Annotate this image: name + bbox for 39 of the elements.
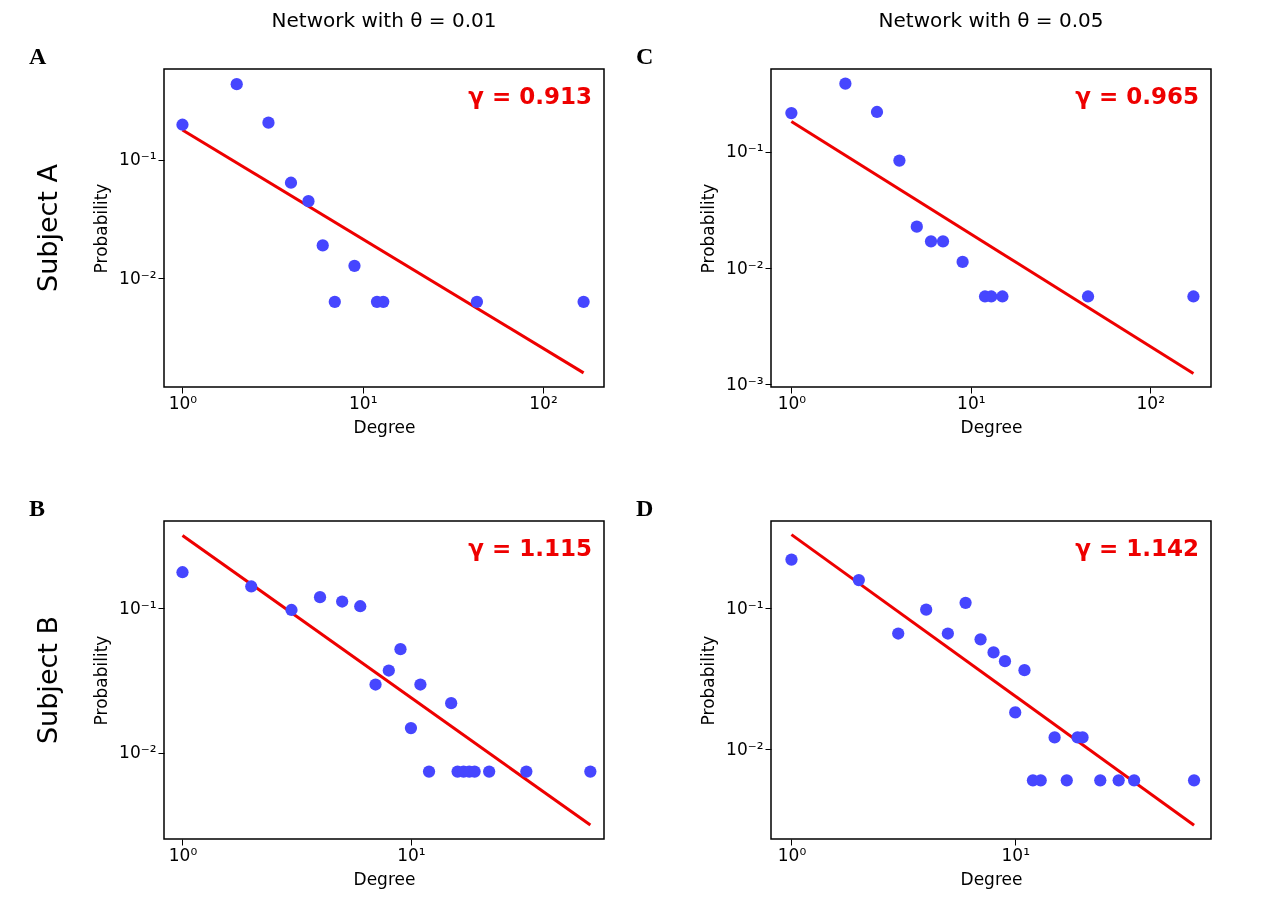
- y-tick-label: 10⁻¹: [726, 597, 764, 618]
- text: B: [29, 495, 46, 521]
- y-tick-label: 10⁻¹: [119, 149, 157, 170]
- annotation: γ = 1.115: [468, 535, 592, 561]
- y-tick-label: 10⁻²: [119, 742, 157, 763]
- annotation: γ = 0.965: [1075, 83, 1199, 109]
- x-tick-label: 10¹: [957, 392, 986, 413]
- chart-title: Network with θ = 0.01: [271, 8, 497, 32]
- text: D: [636, 495, 654, 521]
- x-tick-label: 10¹: [397, 844, 426, 865]
- x-tick-label: 10¹: [348, 392, 378, 413]
- x-tick-label: 10⁰: [777, 392, 807, 413]
- y-axis-title: Probability: [698, 635, 719, 726]
- y-tick-label: 10⁻³: [726, 373, 764, 394]
- y-tick-label: 10⁻¹: [726, 141, 764, 162]
- text: A: [29, 43, 47, 69]
- chart-title: Network with θ = 0.05: [878, 8, 1104, 32]
- text: C: [636, 43, 654, 69]
- text: Subject A: [32, 163, 63, 292]
- y-axis-title: Probability: [91, 635, 112, 726]
- x-axis-title: Degree: [353, 416, 416, 437]
- x-tick-label: 10²: [1136, 392, 1165, 413]
- x-tick-label: 10⁰: [777, 844, 807, 865]
- x-tick-label: 10²: [529, 392, 558, 413]
- x-axis-title: Degree: [353, 868, 416, 889]
- annotation: γ = 0.913: [468, 83, 592, 109]
- y-axis-title: Probability: [91, 183, 112, 274]
- x-tick-label: 10⁰: [168, 844, 198, 865]
- x-tick-label: 10⁰: [168, 392, 198, 413]
- x-axis-title: Degree: [960, 868, 1023, 889]
- x-axis-title: Degree: [960, 416, 1023, 437]
- y-axis-title: Probability: [698, 183, 719, 274]
- y-tick-label: 10⁻²: [726, 257, 764, 278]
- y-tick-label: 10⁻²: [119, 267, 157, 288]
- y-tick-label: 10⁻¹: [119, 597, 157, 618]
- text: Subject B: [32, 615, 63, 745]
- annotation: γ = 1.142: [1075, 535, 1199, 561]
- y-tick-label: 10⁻²: [726, 738, 764, 759]
- x-tick-label: 10¹: [1001, 844, 1030, 865]
